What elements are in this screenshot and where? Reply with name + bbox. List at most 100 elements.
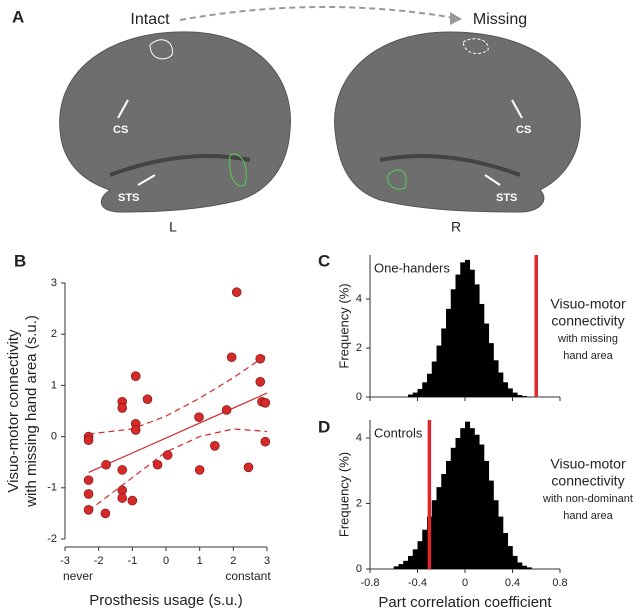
point <box>210 441 220 451</box>
bar <box>412 549 418 569</box>
point <box>152 459 163 470</box>
y-axis-label: Visuo-motor connectivity <box>5 329 22 493</box>
x-tick-label: 2 <box>230 555 236 567</box>
annotation: with missing <box>557 333 618 345</box>
y-tick-label: 4 <box>356 432 362 444</box>
bar <box>393 566 399 569</box>
bar <box>436 345 442 397</box>
point <box>83 435 94 445</box>
bar <box>417 541 423 569</box>
point <box>226 352 237 363</box>
sulcus <box>379 154 521 177</box>
ci-line <box>88 354 268 435</box>
bar <box>431 500 437 569</box>
point <box>83 489 94 499</box>
brain-left <box>59 31 291 213</box>
y-tick-label: -2 <box>47 533 57 545</box>
panel-label: C <box>318 251 330 270</box>
bar <box>488 343 494 397</box>
x-tick-label: 0.8 <box>552 577 567 589</box>
y-tick-label: 2 <box>356 342 362 354</box>
x-tick-label: -0.8 <box>361 577 380 589</box>
x-tick-label: -1 <box>127 555 137 567</box>
point <box>260 398 271 408</box>
y-tick-label: 2 <box>51 328 57 340</box>
y-axis-label: Frequency (%) <box>336 283 351 368</box>
bar <box>484 323 490 397</box>
point <box>127 495 138 506</box>
panel-label: D <box>318 417 330 436</box>
y-axis-label: with missing hand area (s.u.) <box>23 315 40 508</box>
label: R <box>451 219 461 235</box>
bar <box>422 529 428 569</box>
bar <box>512 555 518 569</box>
y-tick-label: 2 <box>356 497 362 509</box>
y-tick-label: 4 <box>356 293 362 305</box>
point <box>260 436 271 447</box>
bar <box>408 394 414 397</box>
point <box>130 371 141 381</box>
bar <box>427 373 433 397</box>
bar <box>498 372 504 397</box>
group-label: Controls <box>374 425 423 440</box>
bar <box>503 532 509 569</box>
bar <box>441 474 447 569</box>
bar <box>507 546 513 569</box>
bar <box>517 562 523 569</box>
point <box>117 465 128 475</box>
point <box>83 475 94 485</box>
bar <box>522 565 528 569</box>
annotation: connectivity <box>551 313 624 329</box>
point <box>255 353 266 364</box>
x-axis-label: Part correlation coefficient <box>378 594 552 611</box>
bar <box>455 274 461 397</box>
point <box>194 412 204 422</box>
ci-line <box>88 428 268 512</box>
annotation: Visuo-motor <box>550 296 626 312</box>
point <box>130 425 141 435</box>
bar <box>526 567 532 569</box>
brain-title: Missing <box>473 11 527 28</box>
panel-label: A <box>12 7 24 26</box>
y-axis-label: Frequency (%) <box>336 452 351 537</box>
arrow <box>484 174 501 186</box>
bar <box>422 382 428 397</box>
bar <box>460 428 466 569</box>
bar <box>446 460 452 569</box>
bar <box>398 564 404 569</box>
bar <box>498 516 504 569</box>
group-label: One-handers <box>374 260 450 275</box>
bar <box>493 360 499 397</box>
point <box>194 465 205 475</box>
bar <box>479 444 485 569</box>
x-axis-label: Prosthesis usage (s.u.) <box>89 592 242 609</box>
bar <box>408 555 414 569</box>
bar <box>403 560 409 569</box>
roi <box>387 169 407 190</box>
bar <box>460 262 466 397</box>
y-tick-label: 0 <box>356 391 362 403</box>
point <box>117 493 128 503</box>
bar <box>522 396 528 397</box>
bar <box>469 269 475 397</box>
point <box>162 450 173 460</box>
x-tick-label: 3 <box>264 555 270 567</box>
bar <box>512 392 518 397</box>
arrow <box>179 5 456 21</box>
y-tick-label: 0 <box>51 431 57 443</box>
bar <box>441 328 447 397</box>
point <box>142 394 153 405</box>
bar <box>474 434 480 569</box>
panel-a: A Intact Missing CS STS L CS STS R <box>12 5 581 235</box>
bar <box>446 308 452 397</box>
y-tick-label: 0 <box>356 563 362 575</box>
label: CS <box>113 124 128 136</box>
point <box>255 377 266 387</box>
label: STS <box>118 192 139 204</box>
point <box>100 508 111 519</box>
label: L <box>169 219 177 235</box>
bar <box>474 284 480 397</box>
roi <box>229 153 247 187</box>
bar <box>507 388 513 397</box>
